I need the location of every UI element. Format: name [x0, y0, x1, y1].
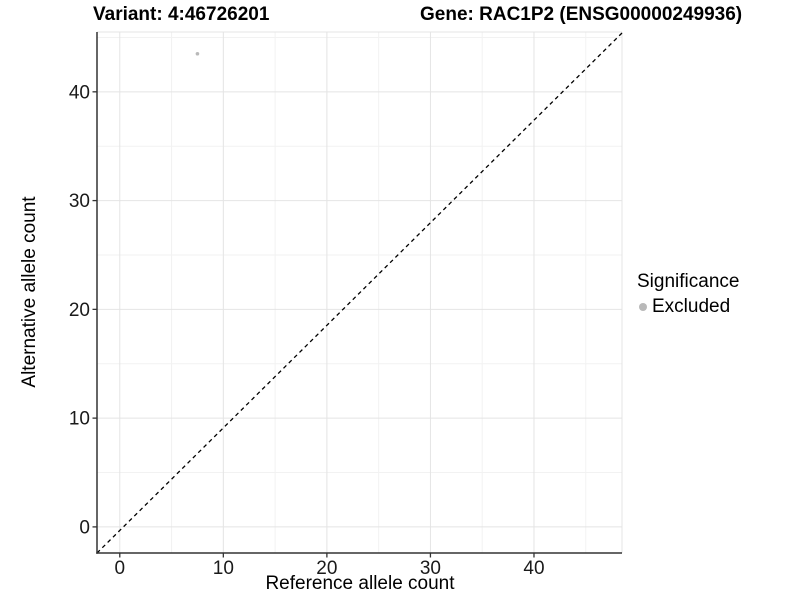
x-tick-label: 30: [420, 558, 441, 579]
y-tick-label: 10: [69, 409, 90, 430]
legend-title: Significance: [637, 271, 740, 292]
y-tick-label: 40: [69, 82, 90, 103]
plot-title-variant: Variant: 4:46726201: [93, 4, 270, 25]
legend-item-excluded: Excluded: [637, 296, 739, 318]
identity-reference-line: [96, 32, 623, 554]
data-point-excluded: [195, 51, 200, 56]
x-tick-label: 0: [114, 558, 125, 579]
legend-item-label: Excluded: [652, 296, 731, 317]
y-tick-label: 30: [69, 191, 90, 212]
plot-title-gene: Gene: RAC1P2 (ENSG00000249936): [420, 4, 743, 25]
x-axis-title: Reference allele count: [265, 573, 455, 594]
y-tick-label: 20: [69, 300, 90, 321]
x-tick-label: 10: [213, 558, 234, 579]
x-tick-label: 20: [316, 558, 337, 579]
x-tick-label: 40: [523, 558, 544, 579]
y-tick-label: 0: [79, 517, 90, 538]
legend: Significance Excluded: [637, 271, 739, 318]
y-axis-title: Alternative allele count: [19, 196, 40, 388]
excluded-point-icon: [639, 303, 647, 311]
